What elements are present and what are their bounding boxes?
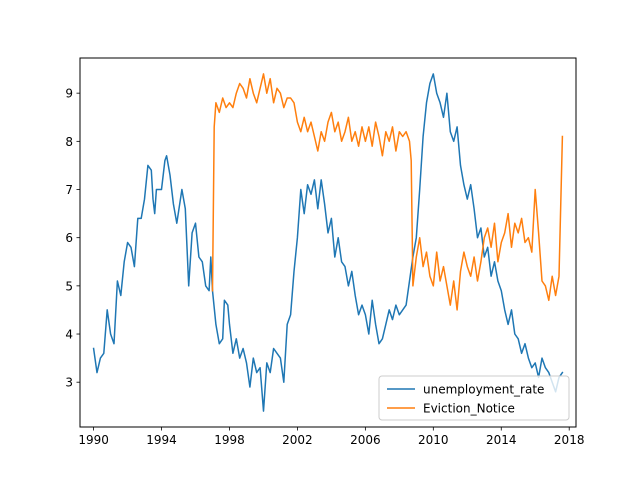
legend: unemployment_rate Eviction_Notice [378, 375, 570, 421]
legend-label: Eviction_Notice [423, 402, 515, 416]
y-tick-label: 5 [65, 279, 73, 293]
y-tick-label: 9 [65, 87, 73, 101]
legend-label: unemployment_rate [423, 383, 544, 397]
y-tick-label: 8 [65, 135, 73, 149]
x-tick-label: 2006 [350, 433, 381, 447]
x-tick-label: 1994 [146, 433, 177, 447]
y-axis: 3 4 5 6 7 8 9 [65, 87, 80, 390]
series-line-eviction-notice [211, 73, 564, 311]
y-tick-label: 3 [65, 376, 73, 390]
y-tick-label: 7 [65, 183, 73, 197]
series-line-unemployment-rate [92, 73, 564, 412]
x-tick-label: 2002 [282, 433, 313, 447]
y-tick-label: 4 [65, 328, 73, 342]
x-tick-label: 2018 [554, 433, 585, 447]
legend-box [378, 375, 570, 421]
x-tick-label: 1990 [78, 433, 109, 447]
plot-frame [79, 57, 577, 428]
x-tick-label: 2010 [418, 433, 449, 447]
x-tick-label: 2014 [486, 433, 517, 447]
x-axis: 1990 1994 1998 2002 2006 2010 2014 2018 [78, 427, 584, 447]
y-tick-label: 6 [65, 231, 73, 245]
x-tick-label: 1998 [214, 433, 245, 447]
plot-area [80, 58, 576, 427]
series-lines [92, 73, 564, 412]
